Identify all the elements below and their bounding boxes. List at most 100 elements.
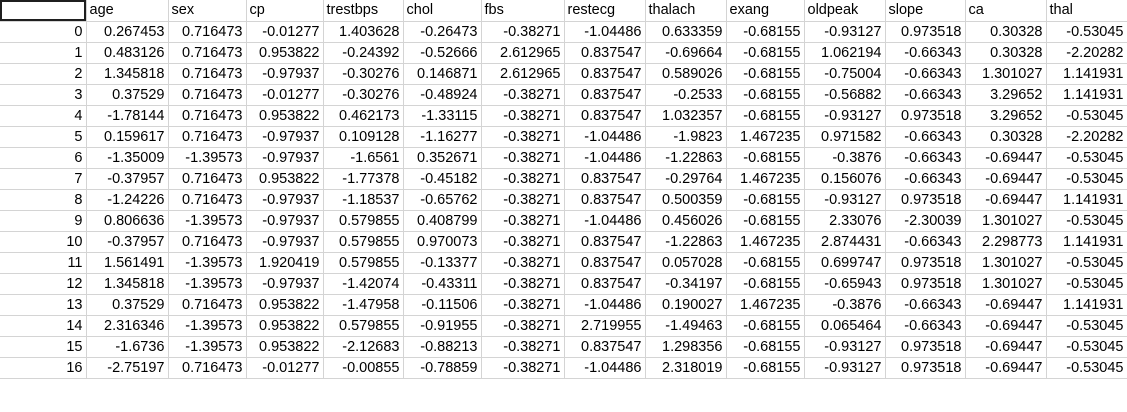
data-cell[interactable]: -1.39573 bbox=[168, 252, 247, 274]
data-cell[interactable]: -1.04486 bbox=[564, 21, 646, 43]
data-cell[interactable]: 0.716473 bbox=[168, 231, 247, 253]
data-cell[interactable]: -2.75197 bbox=[86, 357, 169, 379]
data-cell[interactable]: 0.837547 bbox=[564, 273, 646, 295]
data-cell[interactable]: 0.971582 bbox=[804, 126, 886, 148]
data-cell[interactable]: -0.68155 bbox=[726, 147, 805, 169]
data-cell[interactable]: -0.65762 bbox=[403, 189, 482, 211]
data-cell[interactable]: 1.467235 bbox=[726, 168, 805, 190]
data-cell[interactable]: -0.97937 bbox=[246, 189, 324, 211]
data-cell[interactable]: -0.68155 bbox=[726, 315, 805, 337]
data-cell[interactable]: -1.78144 bbox=[86, 105, 169, 127]
data-cell[interactable]: -1.42074 bbox=[323, 273, 404, 295]
row-index-cell[interactable]: 9 bbox=[0, 210, 87, 232]
header-cell-exang[interactable]: exang bbox=[726, 0, 805, 22]
data-cell[interactable]: 0.065464 bbox=[804, 315, 886, 337]
data-cell[interactable]: -0.97937 bbox=[246, 126, 324, 148]
data-cell[interactable]: 0.699747 bbox=[804, 252, 886, 274]
data-cell[interactable]: -0.38271 bbox=[481, 294, 565, 316]
data-cell[interactable]: -0.01277 bbox=[246, 357, 324, 379]
data-cell[interactable]: -0.68155 bbox=[726, 42, 805, 64]
data-cell[interactable]: -0.68155 bbox=[726, 84, 805, 106]
data-cell[interactable]: -1.04486 bbox=[564, 147, 646, 169]
data-cell[interactable]: -1.49463 bbox=[645, 315, 727, 337]
data-cell[interactable]: -1.77378 bbox=[323, 168, 404, 190]
data-cell[interactable]: -0.01277 bbox=[246, 84, 324, 106]
data-cell[interactable]: -0.38271 bbox=[481, 315, 565, 337]
data-cell[interactable]: 0.973518 bbox=[885, 105, 966, 127]
row-index-cell[interactable]: 12 bbox=[0, 273, 87, 295]
data-cell[interactable]: -0.53045 bbox=[1046, 252, 1127, 274]
data-cell[interactable]: -0.37957 bbox=[86, 231, 169, 253]
data-cell[interactable]: -0.43311 bbox=[403, 273, 482, 295]
data-cell[interactable]: -0.66343 bbox=[885, 84, 966, 106]
row-index-cell[interactable]: 11 bbox=[0, 252, 87, 274]
data-cell[interactable]: 0.970073 bbox=[403, 231, 482, 253]
data-cell[interactable]: 0.837547 bbox=[564, 84, 646, 106]
data-cell[interactable]: 1.032357 bbox=[645, 105, 727, 127]
data-cell[interactable]: -0.38271 bbox=[481, 210, 565, 232]
data-cell[interactable]: 0.057028 bbox=[645, 252, 727, 274]
data-cell[interactable]: -0.01277 bbox=[246, 21, 324, 43]
data-cell[interactable]: 0.146871 bbox=[403, 63, 482, 85]
data-cell[interactable]: 0.579855 bbox=[323, 315, 404, 337]
data-cell[interactable]: -2.20282 bbox=[1046, 42, 1127, 64]
data-cell[interactable]: -0.68155 bbox=[726, 273, 805, 295]
data-cell[interactable]: 1.345818 bbox=[86, 273, 169, 295]
data-cell[interactable]: 0.716473 bbox=[168, 21, 247, 43]
data-cell[interactable]: -0.52666 bbox=[403, 42, 482, 64]
row-index-cell[interactable]: 8 bbox=[0, 189, 87, 211]
data-cell[interactable]: 0.837547 bbox=[564, 168, 646, 190]
data-cell[interactable]: 0.37529 bbox=[86, 84, 169, 106]
data-cell[interactable]: 1.920419 bbox=[246, 252, 324, 274]
data-cell[interactable]: -0.97937 bbox=[246, 231, 324, 253]
data-cell[interactable]: 0.589026 bbox=[645, 63, 727, 85]
data-cell[interactable]: -1.22863 bbox=[645, 147, 727, 169]
data-cell[interactable]: 0.267453 bbox=[86, 21, 169, 43]
data-cell[interactable]: 0.837547 bbox=[564, 336, 646, 358]
data-cell[interactable]: 0.716473 bbox=[168, 168, 247, 190]
row-index-cell[interactable]: 13 bbox=[0, 294, 87, 316]
data-cell[interactable]: -0.93127 bbox=[804, 189, 886, 211]
data-cell[interactable]: 1.141931 bbox=[1046, 63, 1127, 85]
data-cell[interactable]: 0.837547 bbox=[564, 42, 646, 64]
data-cell[interactable]: 0.109128 bbox=[323, 126, 404, 148]
data-cell[interactable]: -0.66343 bbox=[885, 126, 966, 148]
data-cell[interactable]: -0.68155 bbox=[726, 63, 805, 85]
data-cell[interactable]: -0.38271 bbox=[481, 105, 565, 127]
data-cell[interactable]: 1.301027 bbox=[965, 273, 1047, 295]
data-cell[interactable]: 0.37529 bbox=[86, 294, 169, 316]
data-cell[interactable]: 3.29652 bbox=[965, 105, 1047, 127]
data-cell[interactable]: 0.973518 bbox=[885, 252, 966, 274]
data-cell[interactable]: 1.298356 bbox=[645, 336, 727, 358]
data-cell[interactable]: -0.88213 bbox=[403, 336, 482, 358]
data-cell[interactable]: 0.716473 bbox=[168, 357, 247, 379]
data-cell[interactable]: -0.97937 bbox=[246, 63, 324, 85]
data-cell[interactable]: 1.062194 bbox=[804, 42, 886, 64]
data-cell[interactable]: 0.190027 bbox=[645, 294, 727, 316]
data-cell[interactable]: -0.38271 bbox=[481, 84, 565, 106]
header-cell-oldpeak[interactable]: oldpeak bbox=[804, 0, 886, 22]
data-cell[interactable]: -1.39573 bbox=[168, 147, 247, 169]
data-cell[interactable]: -1.47958 bbox=[323, 294, 404, 316]
data-cell[interactable]: -0.53045 bbox=[1046, 273, 1127, 295]
data-cell[interactable]: 0.837547 bbox=[564, 252, 646, 274]
data-cell[interactable]: 2.298773 bbox=[965, 231, 1047, 253]
data-cell[interactable]: 0.973518 bbox=[885, 273, 966, 295]
data-cell[interactable]: -0.93127 bbox=[804, 336, 886, 358]
data-cell[interactable]: -0.66343 bbox=[885, 63, 966, 85]
data-cell[interactable]: -1.39573 bbox=[168, 336, 247, 358]
data-cell[interactable]: -0.3876 bbox=[804, 147, 886, 169]
data-cell[interactable]: 0.716473 bbox=[168, 42, 247, 64]
data-cell[interactable]: 0.159617 bbox=[86, 126, 169, 148]
data-cell[interactable]: -2.12683 bbox=[323, 336, 404, 358]
data-cell[interactable]: -1.04486 bbox=[564, 294, 646, 316]
data-cell[interactable]: -0.11506 bbox=[403, 294, 482, 316]
row-index-cell[interactable]: 10 bbox=[0, 231, 87, 253]
data-cell[interactable]: 0.806636 bbox=[86, 210, 169, 232]
data-cell[interactable]: -0.75004 bbox=[804, 63, 886, 85]
data-cell[interactable]: -1.04486 bbox=[564, 126, 646, 148]
data-cell[interactable]: 1.345818 bbox=[86, 63, 169, 85]
data-cell[interactable]: -0.37957 bbox=[86, 168, 169, 190]
data-cell[interactable]: -1.39573 bbox=[168, 210, 247, 232]
data-cell[interactable]: -1.18537 bbox=[323, 189, 404, 211]
